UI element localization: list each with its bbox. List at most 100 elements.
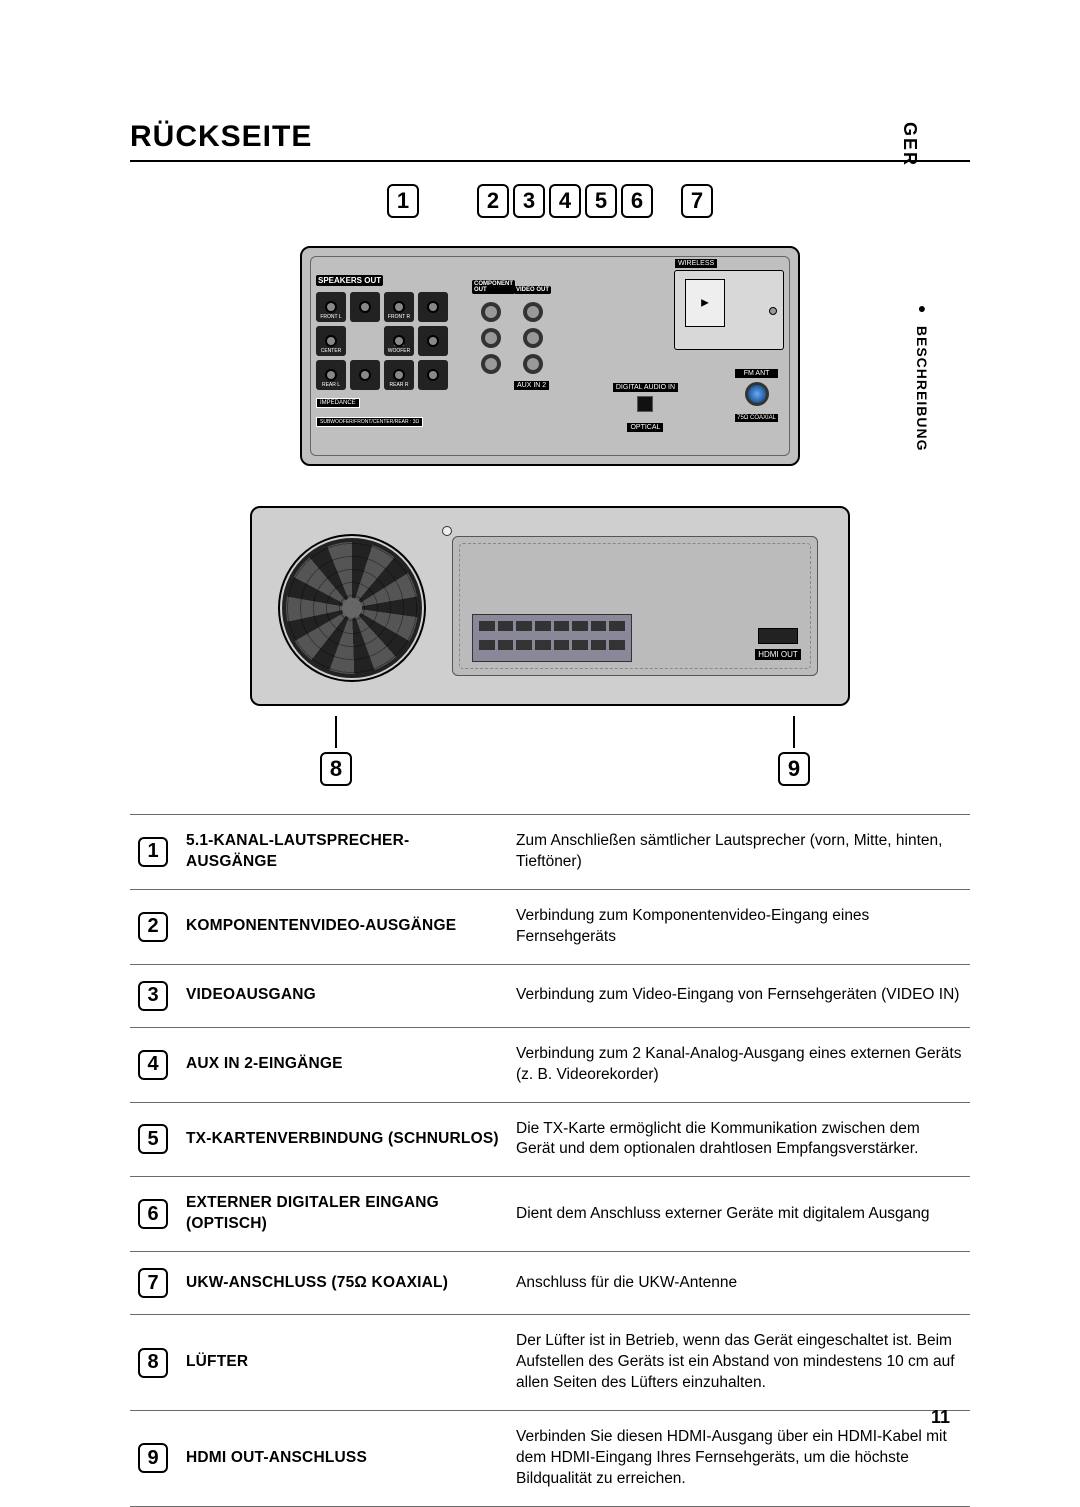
fm-ant-label: FM ANT: [735, 369, 778, 378]
row-number: 2: [138, 912, 168, 942]
table-row: 5 TX-KARTENVERBINDUNG (SCHNURLOS)Die TX-K…: [130, 1102, 970, 1177]
row-name: AUX IN 2-EINGÄNGE: [178, 1027, 508, 1102]
row-number: 3: [138, 981, 168, 1011]
optical-port-icon: [637, 396, 653, 412]
table-row: 7 UKW-ANSCHLUSS (75Ω KOAXIAL)Anschluss fü…: [130, 1252, 970, 1315]
impedance-sub-label: SUBWOOFER/FRONT/CENTER/REAR : 3Ω: [316, 417, 423, 427]
table-row: 3 VIDEOAUSGANGVerbindung zum Video-Eingan…: [130, 964, 970, 1027]
row-number: 6: [138, 1199, 168, 1229]
bullet-icon: ●: [914, 300, 930, 317]
callout-3: 3: [513, 184, 545, 218]
rca-jack: [481, 328, 501, 348]
row-number: 8: [138, 1348, 168, 1378]
speaker-jack: [350, 360, 380, 390]
rear-panel-top: SPEAKERS OUT FRONT L FRONT R CENTER SUB …: [300, 246, 800, 466]
row-desc: Anschluss für die UKW-Antenne: [508, 1252, 970, 1315]
row-desc: Verbindung zum 2 Kanal-Analog-Ausgang ei…: [508, 1027, 970, 1102]
callout-2: 2: [477, 184, 509, 218]
row-name: EXTERNER DIGITALER EINGANG (OPTISCH): [178, 1177, 508, 1252]
rear-panel-bottom: HDMI OUT: [250, 506, 850, 706]
screw-icon: [442, 526, 452, 536]
coaxial-jack-icon: [745, 382, 769, 406]
section-tab-label: BESCHREIBUNG: [914, 326, 930, 452]
wireless-label: WIRELESS: [675, 259, 717, 268]
row-name: KOMPONENTENVIDEO-AUSGÄNGE: [178, 889, 508, 964]
row-name: 5.1-KANAL-LAUTSPRECHER-AUSGÄNGE: [178, 815, 508, 890]
connector-table: 1 5.1-KANAL-LAUTSPRECHER-AUSGÄNGEZum Ansc…: [130, 814, 970, 1507]
bottom-callouts: 8 9: [250, 716, 850, 786]
speakers-out-label: SPEAKERS OUT: [316, 275, 383, 286]
speaker-jack: FRONT L: [316, 292, 346, 322]
fan-grill-icon: [278, 534, 426, 682]
speaker-jack: [418, 292, 448, 322]
hdmi-out-block: HDMI OUT: [748, 628, 808, 662]
speaker-jack: REAR R: [384, 360, 414, 390]
screw-icon: [769, 307, 777, 315]
video-out-column: VIDEO OUT AUX IN 2: [514, 278, 552, 392]
page-title: RÜCKSEITE: [130, 120, 970, 162]
fm-sub-label: 75Ω COAXIAL: [735, 414, 778, 422]
row-number: 7: [138, 1268, 168, 1298]
row-name: VIDEOAUSGANG: [178, 964, 508, 1027]
speaker-jack: [350, 292, 380, 322]
hdmi-port-icon: [758, 628, 798, 644]
aux-in-2-label: AUX IN 2: [514, 381, 549, 390]
speaker-jack: FRONT R: [384, 292, 414, 322]
wireless-tx-slot: WIRELESS: [674, 270, 784, 350]
speakers-out-block: SPEAKERS OUT FRONT L FRONT R CENTER SUB …: [316, 270, 461, 428]
row-desc: Verbindung zum Komponentenvideo-Eingang …: [508, 889, 970, 964]
callout-7: 7: [681, 184, 713, 218]
row-number: 5: [138, 1124, 168, 1154]
row-number: 4: [138, 1050, 168, 1080]
speaker-jack: [418, 326, 448, 356]
rca-jack: [523, 328, 543, 348]
row-desc: Zum Anschließen sämtlicher Lautsprecher …: [508, 815, 970, 890]
top-callouts: 1 2 3 4 5 6 7: [250, 184, 850, 236]
section-tab: ● BESCHREIBUNG: [914, 300, 930, 451]
component-out-label: COMPONENT OUT: [472, 280, 515, 294]
callout-9: 9: [778, 752, 810, 786]
language-tab: GER: [899, 122, 920, 167]
row-name: TX-KARTENVERBINDUNG (SCHNURLOS): [178, 1102, 508, 1177]
callout-8: 8: [320, 752, 352, 786]
speaker-jack: REAR L: [316, 360, 346, 390]
row-desc: Der Lüfter ist in Betrieb, wenn das Gerä…: [508, 1315, 970, 1411]
digital-audio-in-block: DIGITAL AUDIO IN OPTICAL: [613, 383, 678, 434]
leader-line: [793, 716, 795, 748]
table-row: 2 KOMPONENTENVIDEO-AUSGÄNGEVerbindung zum…: [130, 889, 970, 964]
speaker-jack: CENTER: [316, 326, 346, 356]
pcb-block: [472, 614, 632, 662]
impedance-label: IMPEDANCE: [316, 398, 360, 408]
row-desc: Dient dem Anschluss externer Geräte mit …: [508, 1177, 970, 1252]
leader-line: [335, 716, 337, 748]
video-out-label: VIDEO OUT: [514, 286, 551, 294]
tx-card-icon: [685, 279, 725, 327]
callout-6: 6: [621, 184, 653, 218]
table-row: 6 EXTERNER DIGITALER EINGANG (OPTISCH)Die…: [130, 1177, 970, 1252]
digital-audio-in-label: DIGITAL AUDIO IN: [613, 383, 678, 392]
page: GER ● BESCHREIBUNG RÜCKSEITE 1 2 3 4 5 6…: [0, 0, 1080, 1492]
row-name: LÜFTER: [178, 1315, 508, 1411]
row-name: UKW-ANSCHLUSS (75Ω KOAXIAL): [178, 1252, 508, 1315]
speaker-jack: SUB WOOFER: [384, 326, 414, 356]
rca-jack: [481, 302, 501, 322]
rear-panel-diagram: 1 2 3 4 5 6 7 SPEAKERS OUT: [250, 184, 850, 786]
row-desc: Die TX-Karte ermöglicht die Kommunikatio…: [508, 1102, 970, 1177]
speaker-jack: [418, 360, 448, 390]
page-number: 11: [931, 1407, 950, 1428]
fm-antenna-block: FM ANT 75Ω COAXIAL: [735, 369, 778, 424]
row-number: 9: [138, 1443, 168, 1473]
callout-4: 4: [549, 184, 581, 218]
hdmi-out-label: HDMI OUT: [755, 649, 801, 660]
rca-jack: [523, 354, 543, 374]
optical-label: OPTICAL: [627, 423, 663, 432]
component-out-column: COMPONENT OUT: [472, 278, 510, 374]
row-desc: Verbindung zum Video-Eingang von Fernseh…: [508, 964, 970, 1027]
table-row: 4 AUX IN 2-EINGÄNGEVerbindung zum 2 Kanal…: [130, 1027, 970, 1102]
callout-5: 5: [585, 184, 617, 218]
rca-jack: [481, 354, 501, 374]
table-row: 8 LÜFTERDer Lüfter ist in Betrieb, wenn d…: [130, 1315, 970, 1411]
rca-jack: [523, 302, 543, 322]
row-number: 1: [138, 837, 168, 867]
callout-1: 1: [387, 184, 419, 218]
